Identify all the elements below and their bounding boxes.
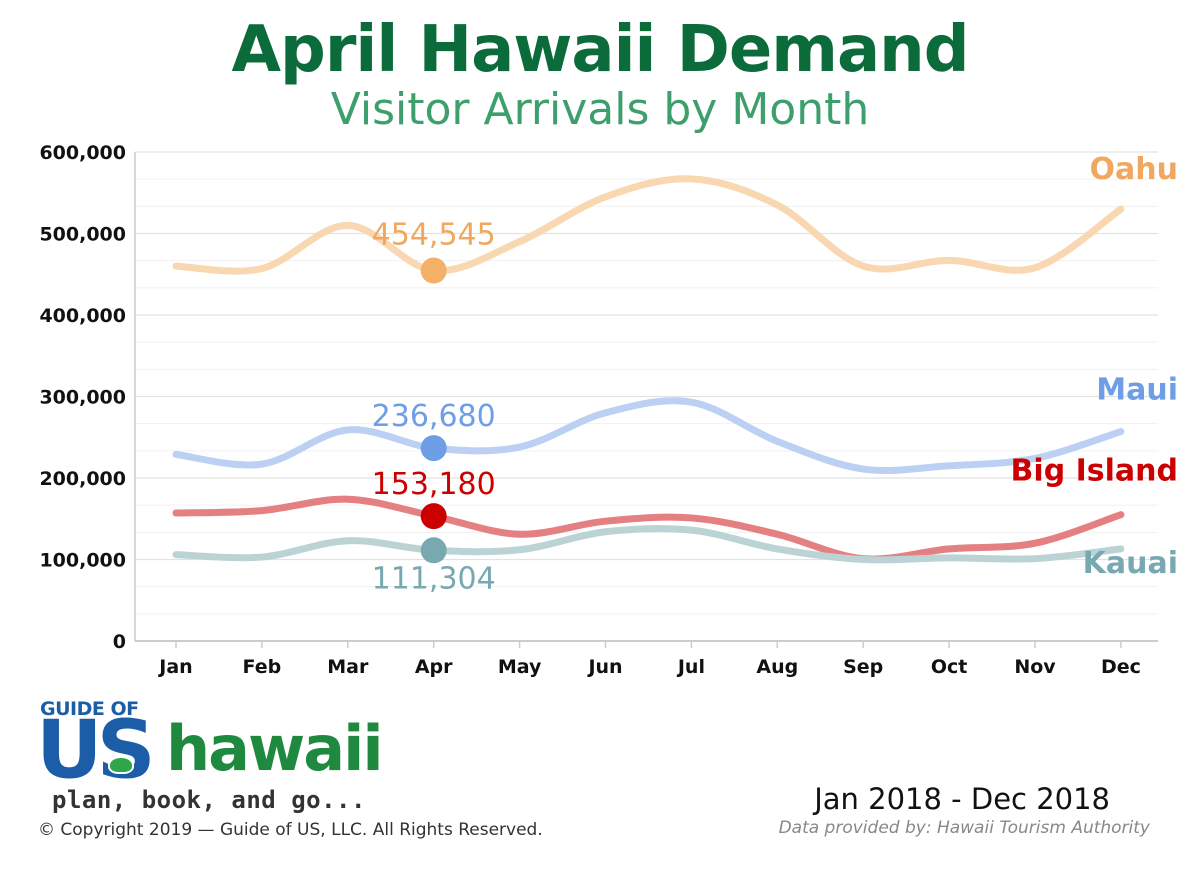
value-label-maui: 236,680 [372,399,496,434]
y-tick-label: 200,000 [39,468,126,490]
x-tick-label: Dec [1101,656,1141,678]
series-line-kauai [172,525,1125,564]
grid-lines [135,151,1158,642]
logo-tagline: plan, book, and go... [52,786,366,814]
x-tick-label: Sep [843,656,883,678]
value-label-big-island: 153,180 [372,467,496,502]
copyright-notice: © Copyright 2019 — Guide of US, LLC. All… [38,820,543,840]
highlight-markers [420,257,447,564]
chart-title: April Hawaii Demand [231,13,969,87]
guide-of-us-hawaii-logo: GUIDE OF US hawaii plan, book, and go... [36,698,436,814]
logo-us-text: US [36,703,156,798]
series-line-oahu [172,175,1125,275]
highlight-point-kauai [420,537,447,564]
chart-subtitle: Visitor Arrivals by Month [330,84,870,135]
x-tick-label: Jun [586,656,622,678]
series-name-maui: Maui [1096,373,1178,408]
x-tick-label: Jan [157,656,192,678]
highlight-point-maui [420,435,447,462]
series-line-big-island [172,495,1125,563]
y-tick-label: 400,000 [39,305,126,327]
y-tick-label: 100,000 [39,550,126,572]
x-tick-label: Mar [327,656,369,678]
x-tick-label: Feb [243,656,282,678]
x-tick-labels: Jan Feb Mar Apr May Jun Jul Aug Sep Oct Nov Dec [157,656,1141,678]
x-tick-label: Aug [756,656,798,678]
series-line-maui [172,397,1125,474]
highlight-point-big-island [420,503,447,530]
x-tick-label: May [498,656,542,678]
series-name-kauai: Kauai [1083,546,1178,581]
hawaii-island-icon [108,756,134,774]
data-source: Data provided by: Hawaii Tourism Authori… [778,818,1150,838]
logo-top-text: GUIDE OF [40,698,139,720]
axes [134,152,1158,648]
y-tick-label: 600,000 [39,142,126,164]
series-name-big-island: Big Island [1011,454,1178,489]
x-tick-label: Oct [931,656,968,678]
x-tick-label: Apr [415,656,453,678]
x-tick-label: Nov [1014,656,1056,678]
y-tick-label: 0 [113,631,126,653]
series-name-oahu: Oahu [1090,152,1178,187]
y-tick-labels: 0 100,000 200,000 300,000 400,000 500,000 600,… [39,142,126,653]
logo-hawaii-text: hawaii [166,712,384,785]
series-lines [172,175,1125,564]
value-label-oahu: 454,545 [372,218,496,253]
highlight-point-oahu [420,257,447,284]
y-tick-label: 500,000 [39,224,126,246]
x-tick-label: Jul [676,656,705,678]
y-tick-label: 300,000 [39,387,126,409]
series-labels: 454,545 Oahu 236,680 Maui 153,180 Big Island 1… [372,152,1178,596]
line-chart: 0 100,000 200,000 300,000 400,000 500,000 600,… [39,142,1178,678]
date-range: Jan 2018 - Dec 2018 [814,782,1110,816]
value-label-kauai: 111,304 [372,561,496,596]
